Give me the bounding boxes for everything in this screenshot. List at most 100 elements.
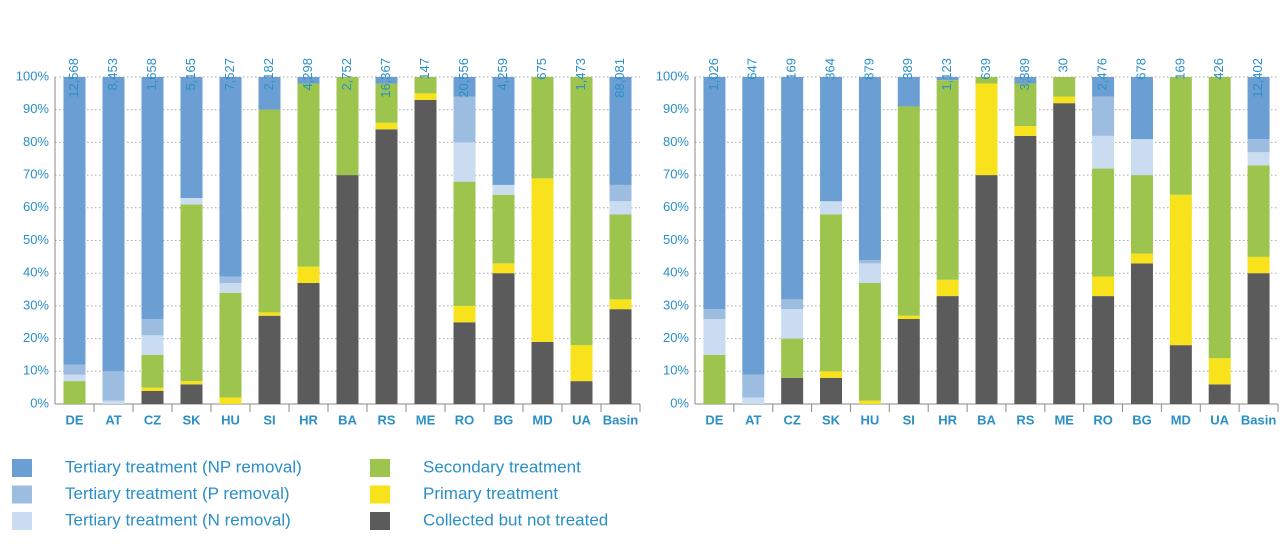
bar-segment <box>975 175 998 404</box>
bar-segment <box>858 283 881 401</box>
bar-segment <box>609 309 632 404</box>
bar-segment <box>375 83 398 123</box>
y-tick-label: 40% <box>23 265 49 280</box>
bar-segment <box>1092 135 1115 169</box>
x-tick-label: SI <box>263 412 275 427</box>
bar-segment <box>781 377 804 404</box>
y-tick-label: 10% <box>23 363 49 378</box>
total-label: 4,259 <box>495 58 510 91</box>
y-tick-label: 0% <box>30 395 49 410</box>
bar-segment <box>453 96 476 143</box>
legend-label: Tertiary treatment (P removal) <box>65 484 290 503</box>
bar-segment <box>1014 83 1037 127</box>
x-tick-label: RS <box>377 412 395 427</box>
bar-segment <box>1130 139 1153 176</box>
bar-segment <box>180 204 203 382</box>
bar-segment <box>703 77 726 310</box>
total-label: 5,165 <box>183 58 198 91</box>
bar-segment <box>820 201 843 215</box>
bar-segment <box>102 400 125 404</box>
x-tick-label: CZ <box>783 412 800 427</box>
bar-segment <box>63 381 86 404</box>
bar-segment <box>492 184 515 195</box>
bar-segment <box>1053 103 1076 404</box>
bar-segment <box>742 77 765 375</box>
bar-segment <box>897 106 920 316</box>
x-tick-label: HR <box>938 412 957 427</box>
bar-segment <box>141 390 164 404</box>
bar-segment <box>820 214 843 372</box>
y-tick-label: 50% <box>663 232 689 247</box>
bar-segment <box>336 175 359 404</box>
y-tick-label: 40% <box>663 265 689 280</box>
total-label: 30 <box>1056 58 1071 72</box>
y-tick-label: 10% <box>663 363 689 378</box>
total-label: 8,453 <box>105 58 120 91</box>
bar-segment <box>897 315 920 319</box>
total-label: 147 <box>417 58 432 80</box>
bar-segment <box>414 99 437 404</box>
bar-segment <box>63 364 86 375</box>
total-label: 426 <box>1211 58 1226 80</box>
bar-segment <box>219 283 242 293</box>
bar-segment <box>742 397 765 404</box>
total-label: 2,476 <box>1095 58 1110 91</box>
bar-segment <box>1130 175 1153 254</box>
legend-label: Secondary treatment <box>423 457 581 476</box>
bar-segment <box>703 318 726 355</box>
bar-segment <box>975 83 998 176</box>
total-label: 675 <box>534 58 549 80</box>
bar-segment <box>609 201 632 215</box>
total-label: 12,568 <box>66 58 81 98</box>
y-tick-label: 60% <box>23 199 49 214</box>
bar-segment <box>531 178 554 342</box>
bar-segment <box>1130 77 1153 140</box>
bar-segment <box>1247 165 1270 257</box>
bar-segment <box>219 276 242 284</box>
x-tick-label: BG <box>494 412 514 427</box>
y-tick-label: 90% <box>663 101 689 116</box>
x-tick-label: CZ <box>144 412 161 427</box>
total-label: 7,527 <box>222 58 237 91</box>
bar-segment <box>975 77 998 84</box>
bar-segment <box>609 214 632 300</box>
bar-segment <box>1208 384 1231 404</box>
bar-segment <box>492 263 515 274</box>
total-label: 678 <box>1133 58 1148 80</box>
y-tick-label: 100% <box>656 68 690 83</box>
bar-segment <box>1208 358 1231 385</box>
total-label: 1,026 <box>706 58 721 91</box>
bar-segment <box>492 194 515 264</box>
bar-segment <box>1169 345 1192 404</box>
bar-segment <box>141 77 164 319</box>
y-tick-label: 60% <box>663 199 689 214</box>
total-label: 169 <box>1172 58 1187 80</box>
total-label: 16,367 <box>378 58 393 98</box>
bar-segment <box>180 197 203 205</box>
bar-segment <box>936 279 959 297</box>
bar-segment <box>258 315 281 404</box>
bar-segment <box>570 381 593 404</box>
bar-segment <box>297 266 320 284</box>
legend-swatch <box>370 459 390 477</box>
bar-segment <box>1053 96 1076 104</box>
x-tick-label: HU <box>221 412 240 427</box>
bar-segment <box>531 77 554 179</box>
bar-segment <box>297 283 320 404</box>
bar-segment <box>219 292 242 398</box>
bar-segment <box>1014 126 1037 136</box>
total-label: 169 <box>784 58 799 80</box>
bar-segment <box>492 273 515 404</box>
bar-segment <box>781 299 804 310</box>
total-label: 1,473 <box>573 58 588 91</box>
bar-segment <box>219 77 242 277</box>
legend-label: Tertiary treatment (N removal) <box>65 510 291 529</box>
total-label: 20,556 <box>456 58 471 98</box>
bar-segment <box>141 335 164 355</box>
bar-segment <box>1247 152 1270 166</box>
bar-segment <box>531 341 554 404</box>
x-tick-label: HU <box>861 412 880 427</box>
x-tick-label: AT <box>105 412 121 427</box>
bar-segment <box>1247 139 1270 153</box>
bar-segment <box>63 374 86 382</box>
